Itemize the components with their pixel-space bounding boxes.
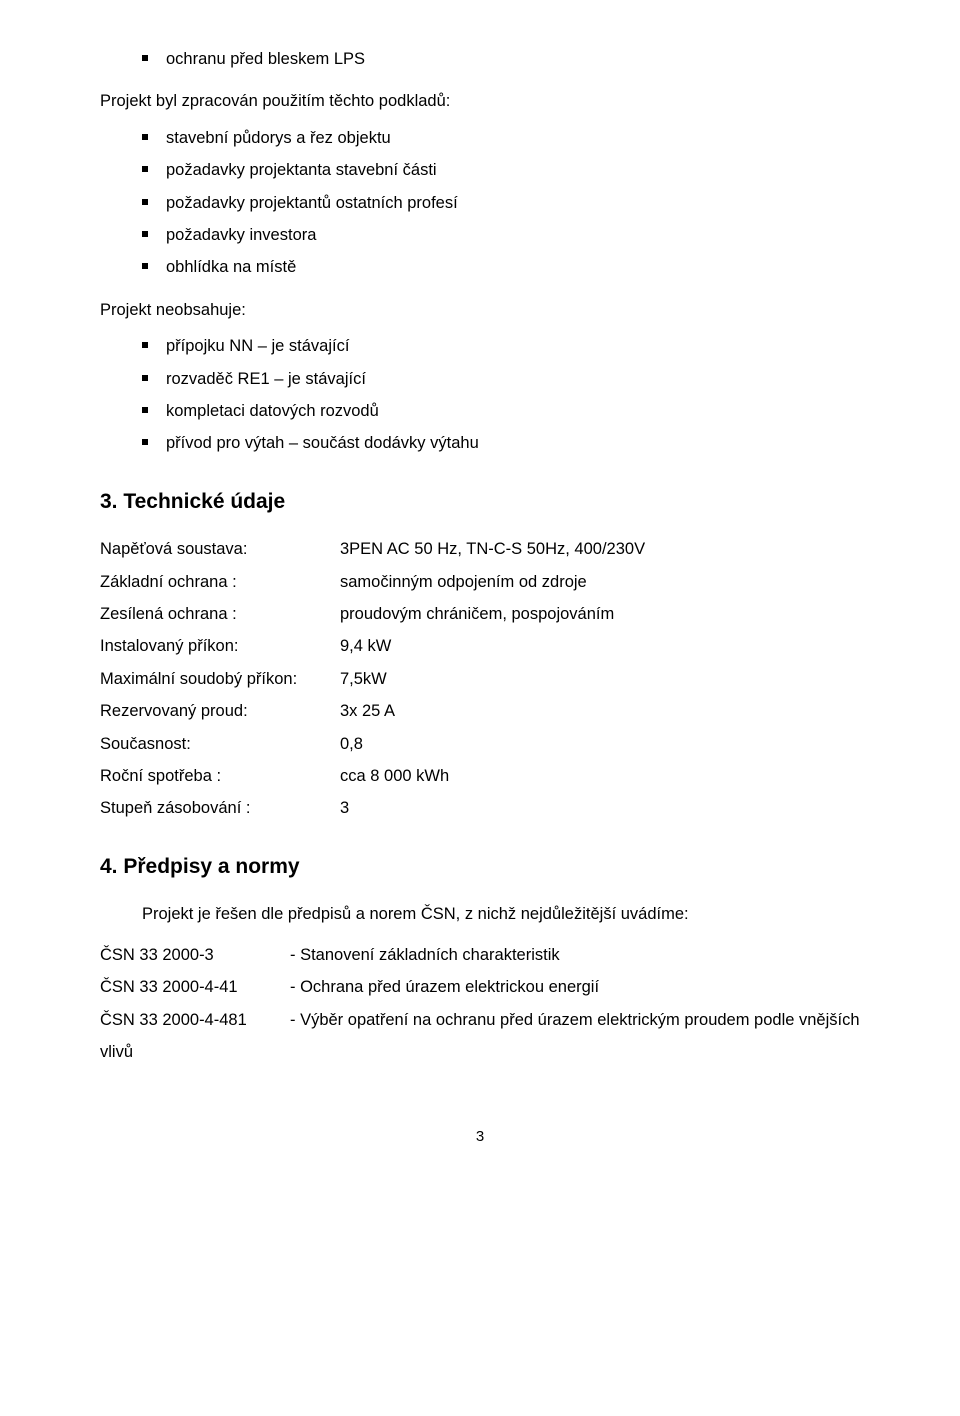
- bullet-text: požadavky projektanta stavební části: [166, 157, 860, 183]
- norm-desc: - Stanovení základních charakteristik: [290, 942, 860, 968]
- spec-value: samočinným odpojením od zdroje: [340, 569, 860, 595]
- bullet-item: stavební půdorys a řez objektu: [142, 125, 860, 151]
- spec-label: Stupeň zásobování :: [100, 795, 340, 821]
- bullet-icon: [142, 166, 148, 172]
- spec-row: Základní ochrana : samočinným odpojením …: [100, 569, 860, 595]
- heading-predpisy-normy: 4. Předpisy a normy: [100, 850, 860, 884]
- paragraph-podklady-intro: Projekt byl zpracován použitím těchto po…: [100, 88, 860, 114]
- spec-row: Stupeň zásobování : 3: [100, 795, 860, 821]
- bullet-icon: [142, 134, 148, 140]
- spec-value: proudovým chráničem, pospojováním: [340, 601, 860, 627]
- page-number: 3: [100, 1125, 860, 1149]
- bullet-icon: [142, 439, 148, 445]
- spec-value: 9,4 kW: [340, 633, 860, 659]
- bullet-item: požadavky investora: [142, 222, 860, 248]
- spec-row: Roční spotřeba : cca 8 000 kWh: [100, 763, 860, 789]
- norm-row: ČSN 33 2000-4-41 - Ochrana před úrazem e…: [100, 974, 860, 1000]
- bullet-text: přívod pro výtah – součást dodávky výtah…: [166, 430, 860, 456]
- spec-row: Současnost: 0,8: [100, 731, 860, 757]
- bullet-item: přípojku NN – je stávající: [142, 333, 860, 359]
- bullet-item: obhlídka na místě: [142, 254, 860, 280]
- spec-label: Současnost:: [100, 731, 340, 757]
- spec-label: Rezervovaný proud:: [100, 698, 340, 724]
- norm-row: ČSN 33 2000-3 - Stanovení základních cha…: [100, 942, 860, 968]
- bullet-icon: [142, 342, 148, 348]
- norm-code: ČSN 33 2000-4-41: [100, 974, 290, 1000]
- bullet-icon: [142, 55, 148, 61]
- bullet-icon: [142, 231, 148, 237]
- spec-value: 3PEN AC 50 Hz, TN-C-S 50Hz, 400/230V: [340, 536, 860, 562]
- bullet-icon: [142, 375, 148, 381]
- spec-row: Napěťová soustava: 3PEN AC 50 Hz, TN-C-S…: [100, 536, 860, 562]
- bullet-icon: [142, 263, 148, 269]
- spec-value: 3: [340, 795, 860, 821]
- norm-desc: - Ochrana před úrazem elektrickou energi…: [290, 974, 860, 1000]
- bullet-text: stavební půdorys a řez objektu: [166, 125, 860, 151]
- bullet-text: kompletaci datových rozvodů: [166, 398, 860, 424]
- bullet-text: ochranu před bleskem LPS: [166, 46, 860, 72]
- spec-value: cca 8 000 kWh: [340, 763, 860, 789]
- bullet-item: rozvaděč RE1 – je stávající: [142, 366, 860, 392]
- bullet-item: požadavky projektantů ostatních profesí: [142, 190, 860, 216]
- spec-row: Maximální soudobý příkon: 7,5kW: [100, 666, 860, 692]
- spec-value: 3x 25 A: [340, 698, 860, 724]
- norm-code: ČSN 33 2000-4-481: [100, 1007, 290, 1033]
- bullet-item: ochranu před bleskem LPS: [142, 46, 860, 72]
- spec-label: Roční spotřeba :: [100, 763, 340, 789]
- normy-list: ČSN 33 2000-3 - Stanovení základních cha…: [100, 942, 860, 1066]
- bullet-text: rozvaděč RE1 – je stávající: [166, 366, 860, 392]
- heading-technicke-udaje: 3. Technické údaje: [100, 485, 860, 519]
- norm-code: ČSN 33 2000-3: [100, 942, 290, 968]
- spec-value: 0,8: [340, 731, 860, 757]
- bullet-text: přípojku NN – je stávající: [166, 333, 860, 359]
- bullet-text: obhlídka na místě: [166, 254, 860, 280]
- spec-value: 7,5kW: [340, 666, 860, 692]
- spec-label: Zesílená ochrana :: [100, 601, 340, 627]
- bullet-icon: [142, 407, 148, 413]
- spec-label: Napěťová soustava:: [100, 536, 340, 562]
- norm-desc: - Výběr opatření na ochranu před úrazem …: [290, 1007, 860, 1033]
- spec-row: Zesílená ochrana : proudovým chráničem, …: [100, 601, 860, 627]
- spec-label: Maximální soudobý příkon:: [100, 666, 340, 692]
- bullet-item: přívod pro výtah – součást dodávky výtah…: [142, 430, 860, 456]
- paragraph-neobsahuje-intro: Projekt neobsahuje:: [100, 297, 860, 323]
- spec-row: Rezervovaný proud: 3x 25 A: [100, 698, 860, 724]
- spec-table: Napěťová soustava: 3PEN AC 50 Hz, TN-C-S…: [100, 536, 860, 822]
- list-podklady: stavební půdorys a řez objektu požadavky…: [100, 125, 860, 281]
- bullet-text: požadavky investora: [166, 222, 860, 248]
- norm-tail: vlivů: [100, 1039, 860, 1065]
- bullet-item: požadavky projektanta stavební části: [142, 157, 860, 183]
- norm-row: ČSN 33 2000-4-481 - Výběr opatření na oc…: [100, 1007, 860, 1033]
- normy-intro: Projekt je řešen dle předpisů a norem ČS…: [142, 901, 860, 927]
- spec-label: Instalovaný příkon:: [100, 633, 340, 659]
- bullet-item: kompletaci datových rozvodů: [142, 398, 860, 424]
- spec-row: Instalovaný příkon: 9,4 kW: [100, 633, 860, 659]
- bullet-text: požadavky projektantů ostatních profesí: [166, 190, 860, 216]
- spec-label: Základní ochrana :: [100, 569, 340, 595]
- list-neobsahuje: přípojku NN – je stávající rozvaděč RE1 …: [100, 333, 860, 457]
- bullet-icon: [142, 199, 148, 205]
